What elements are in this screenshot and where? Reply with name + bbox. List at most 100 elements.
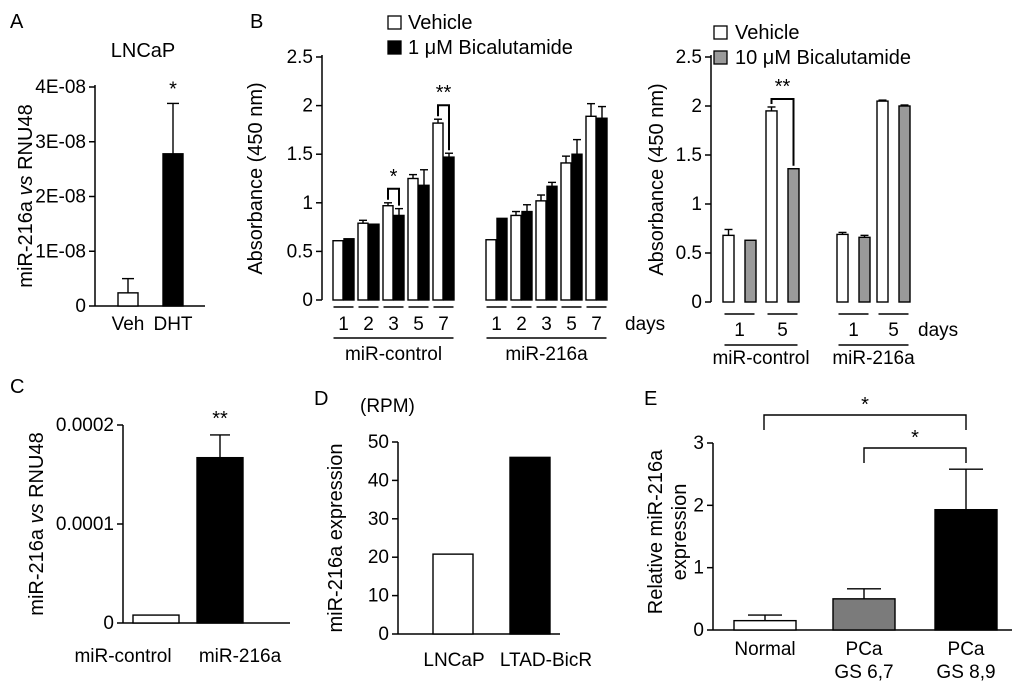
legend-swatch [387, 15, 402, 30]
bar-mir-control [132, 614, 180, 624]
y-tick-label: 0 [378, 624, 389, 645]
day-label: 7 [438, 314, 449, 335]
x-tick-label: GS 8,9 [936, 662, 995, 683]
bar-bicalutamide [858, 236, 871, 303]
bar-bicalutamide [496, 217, 508, 301]
significance-bracket [863, 447, 967, 463]
bar-vehicle [510, 214, 522, 301]
bar-bicalutamide [443, 156, 455, 301]
panel-label-d: D [314, 388, 328, 410]
x-tick-label: LTAD-BicR [500, 650, 592, 671]
bar-bicalutamide [521, 210, 533, 301]
y-tick-label: 2 [691, 96, 702, 117]
y-tick-label: 2 [693, 495, 704, 516]
bar-bicalutamide [393, 214, 405, 301]
bar-group [934, 508, 998, 631]
y-tick-label: 30 [368, 509, 389, 530]
bar-vehicle [485, 239, 497, 301]
bar-veh [117, 292, 139, 307]
y-tick-label: 0 [103, 613, 114, 634]
day-label: 1 [848, 320, 859, 341]
day-label: 7 [591, 314, 602, 335]
day-label: 3 [388, 314, 399, 335]
significance-bracket [387, 187, 400, 206]
significance-mark: ** [436, 82, 452, 104]
x-tick-label: LNCaP [423, 650, 484, 671]
significance-mark: ** [212, 408, 228, 430]
legend-label: 1 μM Bicalutamide [408, 37, 573, 59]
bar-vehicle [407, 177, 419, 301]
days-unit-label: days [918, 320, 958, 341]
bar-vehicle [876, 100, 889, 303]
bar-vehicle [836, 233, 849, 303]
y-tick-label: 0.5 [676, 243, 702, 264]
day-label: 1 [338, 314, 349, 335]
day-label: 5 [566, 314, 577, 335]
y-tick-label: 0 [75, 296, 86, 317]
x-tick-label: GS 6,7 [834, 662, 893, 683]
day-label: 5 [888, 320, 899, 341]
panel-label-b: B [250, 11, 263, 33]
significance-mark: * [861, 394, 869, 416]
legend-label: Vehicle [408, 12, 473, 34]
x-tick-label: PCa [948, 639, 985, 660]
y-tick-label: 0 [693, 620, 704, 641]
days-unit-label: days [625, 314, 665, 335]
x-tick-label: Normal [734, 639, 795, 660]
y-tick-label: 1.5 [676, 145, 702, 166]
bar-group [733, 619, 797, 631]
group-label: miR-216a [832, 348, 915, 369]
y-tick-label: 1E-08 [35, 241, 86, 262]
bar-bicalutamide [546, 185, 558, 301]
panel-b-right: 0 0.5 1 1.5 2 2.5 Absorbance (450 nm) 1 5 miR-con… [646, 22, 958, 369]
bar-vehicle [357, 222, 369, 301]
day-label: 5 [413, 314, 424, 335]
y-tick-label: 3E-08 [35, 132, 86, 153]
significance-mark: * [911, 427, 919, 449]
y-tick-label: 4E-08 [35, 77, 86, 98]
bar-bicalutamide [571, 153, 583, 301]
bar-group [832, 598, 896, 631]
legend-swatch [387, 40, 402, 55]
y-tick-label: 2.5 [287, 47, 313, 68]
bar-bicalutamide [596, 117, 608, 301]
panel-a: A LNCaP 0 1E-08 2E-08 3E-08 4E-08 miR-216a vs R… [10, 11, 205, 335]
bar-bicalutamide [343, 238, 355, 301]
bar-mir-216a [196, 456, 244, 624]
y-tick-label: 2E-08 [35, 187, 86, 208]
day-label: 1 [491, 314, 502, 335]
bar-vehicle [560, 162, 572, 301]
group-label: miR-control [712, 348, 809, 369]
y-tick-label: 0 [302, 290, 313, 311]
y-tick-label: 0 [691, 292, 702, 313]
bar-dht [162, 153, 184, 307]
bar-bicalutamide [787, 168, 800, 303]
day-label: 2 [516, 314, 527, 335]
panel-d: D (RPM) 0 10 20 30 40 50 miR-216a expression LNCa… [314, 388, 592, 671]
legend-swatch [713, 50, 728, 65]
unit-label: (RPM) [360, 396, 415, 417]
bar-bicalutamide [418, 184, 430, 301]
group-label: miR-control [345, 344, 442, 365]
panel-label-a: A [10, 11, 24, 33]
x-tick-label: miR-216a [199, 646, 282, 667]
y-tick-label: 2 [302, 96, 313, 117]
bar-vehicle [535, 200, 547, 301]
bar-bicalutamide [898, 105, 911, 303]
day-label: 2 [363, 314, 374, 335]
y-tick-label: 10 [368, 586, 389, 607]
panel-label-e: E [644, 388, 657, 410]
bar-vehicle [585, 115, 597, 301]
bar-vehicle [382, 205, 394, 301]
significance-mark: ** [775, 76, 791, 98]
y-tick-label: 0.5 [287, 241, 313, 262]
panel-c: C 0 0.0001 0.0002 miR-216a vs RNU48 miR-contr… [10, 376, 290, 667]
y-tick-label: 2.5 [676, 47, 702, 68]
y-tick-label: 0.0002 [56, 415, 114, 436]
chart-title: LNCaP [111, 40, 175, 62]
bar-bicalutamide [368, 223, 380, 301]
bar-ltad-bicr [509, 456, 551, 635]
